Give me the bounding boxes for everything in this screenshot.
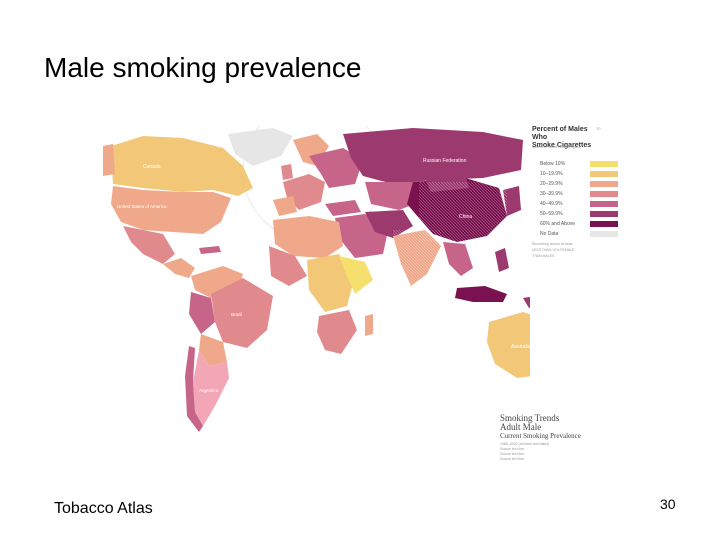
label-argentina: Argentina: [199, 388, 219, 393]
trends-title-line1: Smoking Trends: [500, 413, 560, 423]
legend-item-label: 50–59.9%: [540, 211, 563, 217]
legend-swatch: [590, 191, 618, 197]
legend-swatch: [590, 231, 618, 237]
trends-title-line3: Current Smoking Prevalence: [500, 432, 581, 440]
trends-title-line2: Adult Male: [500, 422, 542, 432]
map-legend: Percent of Males Who Smoke Cigarettes 70…: [500, 126, 618, 472]
region-brazil: [211, 278, 273, 348]
region-chile: [185, 346, 203, 432]
region-mexico: [123, 226, 175, 264]
region-peru: [189, 292, 215, 334]
legend-item: No Data: [532, 230, 618, 238]
legend-subtitle: Latest or most recent figure: [532, 144, 581, 149]
region-uk: [281, 164, 293, 180]
slide-title: Male smoking prevalence: [44, 52, 362, 83]
legend-note: THAN MALES: [532, 254, 555, 258]
label-russia: Russian Federation: [423, 158, 467, 164]
region-alaska: [103, 144, 115, 176]
region-usa: [111, 186, 231, 234]
legend-title-line1: Percent of Males Who: [532, 126, 588, 141]
footer-source: Tobacco Atlas: [54, 500, 153, 517]
legend-note: LESS THAN 10% FEMALE: [532, 248, 575, 252]
legend-item-label: 60% and Above: [540, 221, 576, 227]
trends-small-line: Source text line: [500, 452, 525, 456]
region-iberia: [273, 196, 297, 216]
label-china: China: [459, 214, 472, 220]
label-brazil: Brazil: [231, 312, 242, 317]
hatch-india: [393, 230, 441, 286]
legend-swatch: [590, 161, 618, 167]
region-bolivia-paraguay: [199, 334, 227, 366]
label-australia: Australia: [511, 344, 531, 350]
region-caribbean: [199, 246, 221, 254]
legend-item: 10–19.9%: [532, 170, 618, 178]
smoking-map: Canada United States of America Russian …: [103, 126, 618, 472]
legend-item: 40–49.9%: [532, 200, 618, 208]
legend-item-label: 10–19.9%: [540, 171, 563, 177]
region-west-africa: [269, 246, 307, 286]
legend-swatch: [590, 171, 618, 177]
region-central-america: [163, 258, 195, 278]
legend-swatch: [590, 201, 618, 207]
region-korea-japan: [503, 186, 521, 216]
legend-item-label: 40–49.9%: [540, 201, 563, 207]
region-russia: [343, 128, 523, 184]
label-canada: Canada: [143, 164, 161, 170]
trends-small-line: Source text line: [500, 447, 525, 451]
legend-title-line2: Smoke Cigarettes: [532, 142, 592, 149]
region-argentina: [193, 350, 229, 426]
region-north-africa: [273, 216, 343, 258]
legend-item-label: 30–39.9%: [540, 191, 563, 197]
region-southeast-asia: [443, 242, 473, 276]
legend-code: 70: [596, 126, 601, 131]
legend-title: Percent of Males Who Smoke Cigarettes: [532, 126, 594, 150]
legend-item: 20–29.9%: [532, 180, 618, 188]
legend-item-label: No Data: [540, 231, 559, 237]
region-madagascar: [365, 314, 373, 336]
legend-swatch: [590, 211, 618, 217]
legend-item: 60% and Above: [532, 220, 618, 228]
region-indonesia: [455, 286, 507, 302]
legend-note: Smoothing shown at head: [532, 242, 573, 246]
region-southern-africa: [317, 310, 357, 354]
page-number: 30: [660, 496, 676, 512]
trends-small-line: Source text line: [500, 457, 525, 461]
trends-small-line: 1980–2000 (at listed and dates): [500, 442, 550, 446]
region-east-africa: [339, 256, 373, 294]
legend-swatch: [590, 181, 618, 187]
legend-item-label: 20–29.9%: [540, 181, 563, 187]
legend-swatch: [590, 221, 618, 227]
region-central-africa: [307, 254, 355, 312]
region-greenland: [228, 128, 293, 166]
legend-item: 50–59.9%: [532, 210, 618, 218]
region-turkey: [325, 200, 361, 216]
region-canada: [111, 136, 253, 196]
region-philippines: [495, 248, 509, 272]
legend-item: Below 10%: [532, 160, 618, 168]
region-eastern-europe: [309, 148, 363, 188]
legend-item: 30–39.9%: [532, 190, 618, 198]
label-usa: United States of America: [117, 204, 167, 209]
legend-item-label: Below 10%: [540, 161, 566, 167]
